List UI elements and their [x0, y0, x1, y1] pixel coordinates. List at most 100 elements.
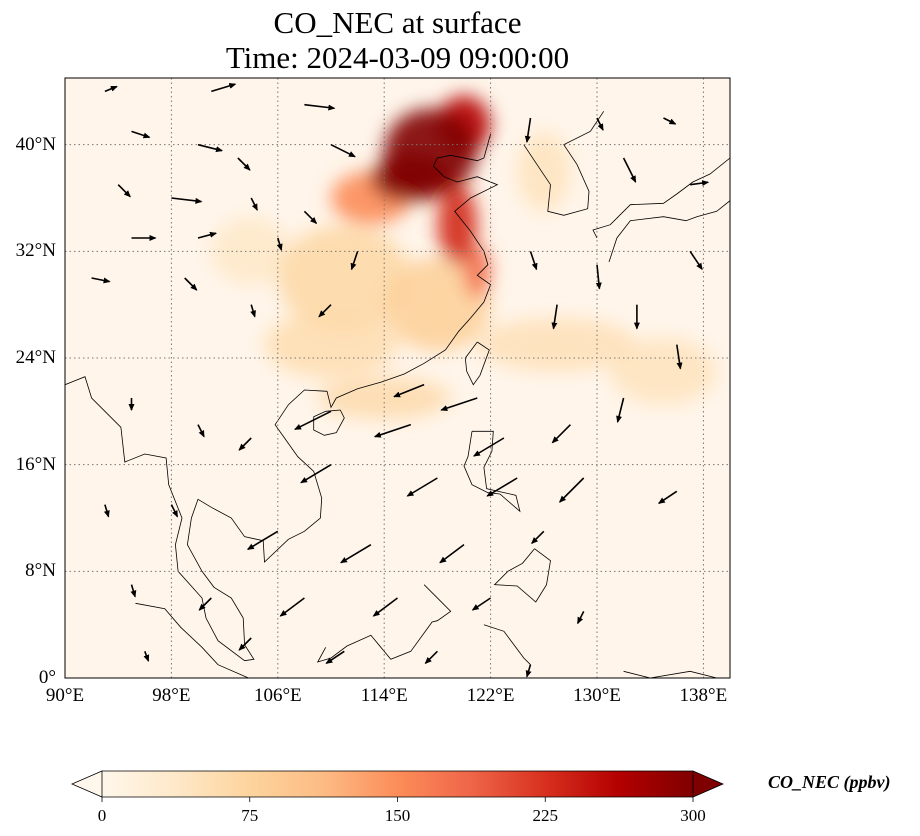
wind-vector — [440, 397, 478, 411]
coastline — [135, 602, 249, 678]
lon-tick-label: 138°E — [679, 685, 728, 706]
lat-tick-label: 0° — [38, 667, 56, 688]
wind-vector — [117, 184, 131, 198]
coastline — [483, 624, 531, 665]
wind-vector — [531, 530, 545, 545]
wind-vector — [91, 277, 111, 284]
wind-vector — [663, 117, 677, 125]
colorbar-tick-label: 225 — [532, 806, 559, 825]
wind-vector — [103, 504, 110, 518]
wind-vector — [596, 117, 604, 131]
wind-vector — [246, 530, 279, 551]
wind-vector — [689, 180, 710, 187]
wind-vector — [198, 597, 212, 611]
concentration-plume — [437, 184, 478, 265]
lon-tick-label: 90°E — [45, 685, 85, 706]
wind-vector — [237, 157, 251, 171]
wind-vector — [238, 437, 252, 451]
wind-vector — [657, 490, 678, 504]
wind-vector — [558, 477, 585, 503]
concentration-plume — [517, 131, 571, 212]
colorbar-tick-label: 150 — [384, 806, 411, 825]
concentration-plume — [610, 338, 717, 405]
wind-vector — [529, 251, 538, 271]
wind-vector — [373, 423, 412, 438]
wind-vector — [622, 157, 637, 183]
wind-vector — [340, 543, 372, 564]
lon-tick-label: 130°E — [573, 685, 621, 706]
map-title: CO_NEC at surface — [273, 5, 522, 40]
lon-tick-label: 106°E — [253, 685, 302, 706]
wind-vector — [130, 584, 137, 598]
colorbar-tick-label: 0 — [97, 806, 107, 825]
wind-vector — [276, 237, 283, 251]
wind-vector — [197, 143, 223, 153]
colorbar-label: CO_NEC (ppbv) — [768, 772, 891, 792]
colorbar — [102, 771, 693, 797]
wind-vector — [424, 650, 438, 665]
wind-vector — [551, 304, 558, 330]
wind-vector — [473, 437, 505, 457]
colorbar-tick-label: 300 — [680, 806, 706, 825]
wind-vector — [131, 130, 151, 139]
lon-tick-label: 114°E — [360, 685, 408, 706]
concentration-plume — [211, 218, 292, 285]
lat-tick-label: 24°N — [15, 347, 56, 368]
concentration-plume — [370, 154, 451, 202]
colorbar-extend-low — [70, 770, 103, 798]
lat-tick-label: 40°N — [15, 133, 56, 155]
wind-vector — [303, 210, 318, 225]
wind-vector — [406, 477, 438, 497]
lon-tick-label: 122°E — [466, 685, 515, 706]
wind-vector — [171, 197, 203, 204]
wind-vector — [689, 250, 703, 271]
map-area — [65, 78, 730, 678]
wind-vector — [471, 597, 492, 611]
concentration-plume — [384, 258, 491, 352]
wind-vector — [595, 264, 602, 290]
map-timestamp: Time: 2024-03-09 09:00:00 — [225, 40, 570, 75]
wind-vector — [250, 304, 256, 318]
coastline — [464, 341, 490, 386]
wind-vector — [616, 397, 625, 423]
colorbar-tick-label: 75 — [241, 806, 259, 825]
wind-vector — [486, 477, 518, 497]
wind-vector — [676, 344, 683, 370]
wind-vector — [325, 650, 345, 664]
concentration-plume — [464, 244, 491, 298]
wind-vector — [330, 143, 356, 158]
lat-tick-label: 16°N — [15, 453, 56, 475]
coastline — [623, 670, 717, 678]
wind-vector — [170, 504, 179, 518]
wind-vector — [197, 231, 217, 239]
colorbar-extend-high — [692, 770, 725, 798]
wind-vector — [250, 197, 258, 211]
wind-vector — [372, 597, 398, 617]
wind-vector — [238, 637, 252, 651]
wind-vector — [524, 117, 532, 143]
map-frame — [64, 77, 731, 679]
wind-vector — [184, 277, 198, 291]
lat-tick-label: 8°N — [25, 560, 56, 582]
wind-vector — [304, 103, 336, 111]
wind-vector — [143, 651, 150, 662]
concentration-plume — [277, 224, 411, 332]
coastline — [313, 409, 345, 436]
wind-vector — [551, 424, 571, 444]
lon-tick-label: 98°E — [152, 685, 191, 706]
concentration-plume — [477, 318, 637, 372]
coastline — [493, 548, 551, 603]
wind-vector — [318, 304, 332, 318]
wind-vector — [525, 664, 532, 678]
coastline — [523, 111, 605, 216]
wind-vector — [197, 424, 205, 438]
wind-vector — [294, 410, 332, 431]
wind-vector — [439, 544, 465, 564]
wind-vector — [576, 610, 585, 625]
coastline — [463, 430, 521, 513]
coastline — [608, 200, 730, 263]
coastline — [65, 133, 499, 662]
wind-vector — [211, 82, 237, 93]
wind-vector — [350, 251, 359, 271]
